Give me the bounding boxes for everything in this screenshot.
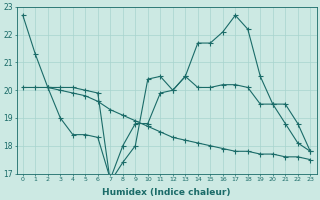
X-axis label: Humidex (Indice chaleur): Humidex (Indice chaleur)	[102, 188, 231, 197]
